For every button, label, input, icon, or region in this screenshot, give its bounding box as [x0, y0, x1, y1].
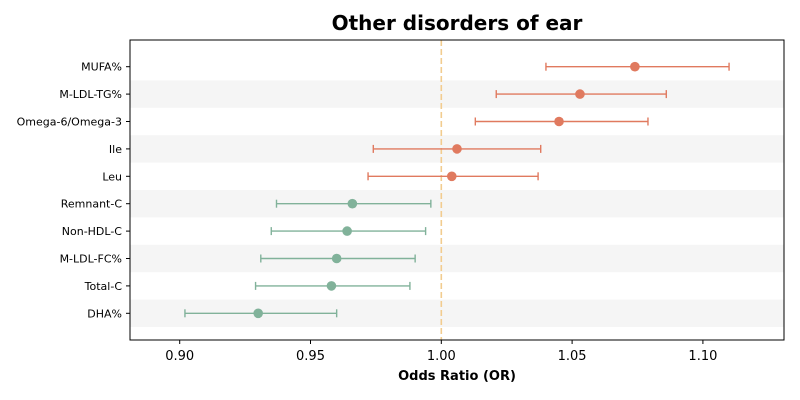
x-tick-label: 1.05: [558, 349, 587, 364]
or-point: [342, 226, 352, 236]
y-axis-labels: MUFA% M-LDL-TG% Omega-6/Omega-3 Ile Leu Remna…: [17, 61, 130, 320]
y-tick-label: M-LDL-TG%: [59, 88, 122, 101]
row-bands: [130, 80, 784, 327]
x-tick-label: 1.00: [427, 349, 456, 364]
or-point: [326, 281, 337, 291]
x-tick-label: 0.90: [165, 349, 194, 364]
or-point: [446, 171, 457, 182]
y-tick-label: Total-C: [84, 280, 123, 293]
or-point: [347, 198, 358, 209]
y-tick-label: Leu: [102, 170, 122, 183]
row-band: [130, 80, 784, 108]
or-point: [452, 144, 462, 154]
data-marks: [184, 61, 730, 319]
or-point: [331, 253, 342, 264]
or-point: [253, 308, 263, 319]
y-tick-label: M-LDL-FC%: [60, 253, 122, 266]
row-band: [130, 244, 784, 273]
y-tick-label: MUFA%: [81, 61, 122, 74]
row-band: [130, 190, 784, 218]
plot-frame: [129, 39, 785, 341]
x-tick-label: 1.10: [688, 349, 717, 364]
x-tick-label: 0.95: [296, 349, 325, 364]
chart-title: Other disorders of ear: [332, 11, 583, 35]
or-point: [554, 116, 564, 127]
x-axis: 0.90 0.95 1.00 1.05 1.10: [165, 340, 717, 364]
y-tick-label: Remnant-C: [61, 198, 123, 211]
y-tick-label: Non-HDL-C: [62, 225, 123, 238]
x-axis-label: Odds Ratio (OR): [398, 369, 516, 384]
y-tick-label: Ile: [109, 143, 122, 156]
y-tick-label: DHA%: [87, 307, 122, 320]
or-point: [630, 61, 640, 72]
y-tick-label: Omega-6/Omega-3: [17, 116, 122, 129]
or-point: [575, 89, 585, 99]
